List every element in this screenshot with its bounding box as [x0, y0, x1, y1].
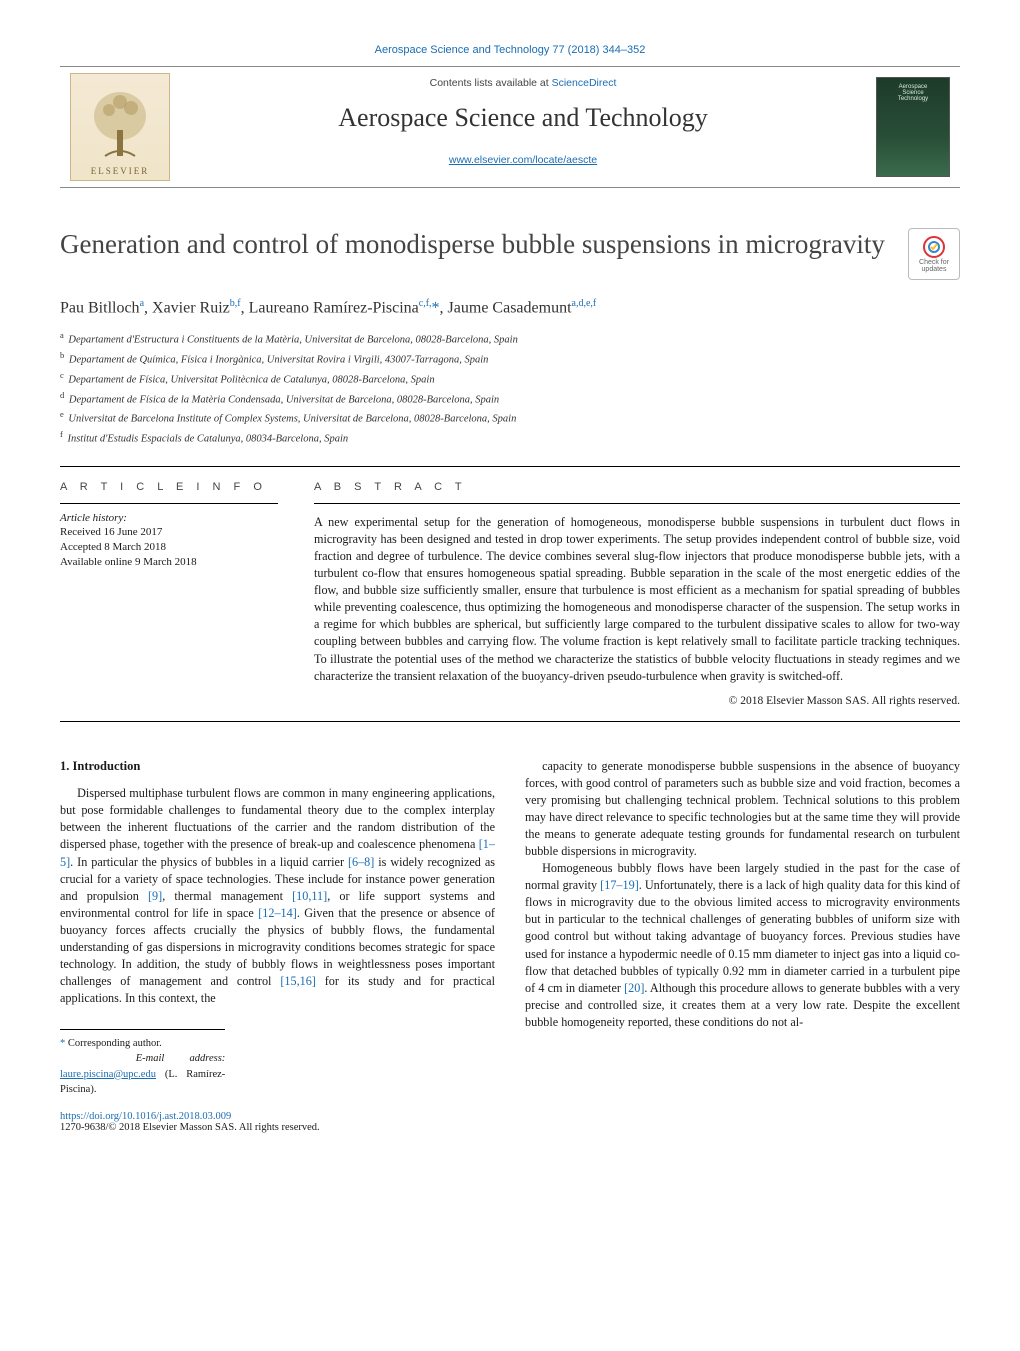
abstract-subrule [314, 503, 960, 504]
masthead-center: Contents lists available at ScienceDirec… [180, 67, 866, 187]
publisher-logo-box: ELSEVIER [60, 67, 180, 187]
affiliation-line: e Universitat de Barcelona Institute of … [60, 408, 960, 428]
corresponding-email-link[interactable]: laure.piscina@upc.edu [60, 1069, 156, 1080]
received-date: Received 16 June 2017 [60, 525, 278, 540]
corresponding-author-note: * Corresponding author. [60, 1036, 225, 1051]
section-heading: 1. Introduction [60, 758, 495, 776]
affiliation-line: b Departament de Química, Física i Inorg… [60, 349, 960, 369]
tree-icon [85, 88, 155, 166]
abstract-text: A new experimental setup for the generat… [314, 514, 960, 685]
contents-available: Contents lists available at ScienceDirec… [190, 77, 856, 89]
rule-above-info [60, 466, 960, 467]
abstract-heading: A B S T R A C T [314, 481, 960, 493]
rule-below-abstract [60, 721, 960, 722]
publisher-label: ELSEVIER [91, 166, 150, 176]
body-paragraph: capacity to generate monodisperse bubble… [525, 758, 960, 860]
journal-homepage-link[interactable]: www.elsevier.com/locate/aescte [449, 154, 597, 166]
doi-link[interactable]: https://doi.org/10.1016/j.ast.2018.03.00… [60, 1111, 231, 1122]
info-subrule [60, 503, 278, 504]
accepted-date: Accepted 8 March 2018 [60, 540, 278, 555]
masthead-right: AerospaceScienceTechnology [866, 67, 960, 187]
right-column: capacity to generate monodisperse bubble… [525, 758, 960, 1097]
crossmark-text1: Check for [919, 259, 949, 266]
body-paragraph: Homogeneous bubbly flows have been large… [525, 860, 960, 1031]
issn-copyright: 1270-9638/© 2018 Elsevier Masson SAS. Al… [60, 1122, 960, 1133]
crossmark-text2: updates [922, 266, 947, 273]
journal-cover-thumb: AerospaceScienceTechnology [876, 77, 950, 177]
article-info-heading: A R T I C L E I N F O [60, 481, 278, 493]
author-list: Pau Bitllocha, Xavier Ruizb,f, Laureano … [60, 298, 960, 317]
section-title: Introduction [73, 759, 141, 773]
citation-header: Aerospace Science and Technology 77 (201… [60, 44, 960, 56]
journal-title: Aerospace Science and Technology [190, 103, 856, 133]
email-label: E-mail address: [136, 1053, 226, 1064]
body-columns: 1. Introduction Dispersed multiphase tur… [60, 758, 960, 1097]
affiliation-line: d Departament de Física de la Matèria Co… [60, 389, 960, 409]
section-number: 1. [60, 759, 69, 773]
history-label: Article history: [60, 512, 278, 524]
article-info-column: A R T I C L E I N F O Article history: R… [60, 481, 278, 707]
contents-prefix: Contents lists available at [430, 77, 552, 89]
footnotes: * Corresponding author. E-mail address: … [60, 1029, 225, 1097]
body-paragraph: Dispersed multiphase turbulent flows are… [60, 785, 495, 1007]
affiliations: a Departament d'Estructura i Constituent… [60, 329, 960, 448]
sciencedirect-link[interactable]: ScienceDirect [552, 77, 617, 89]
online-date: Available online 9 March 2018 [60, 555, 278, 570]
corr-label: Corresponding author. [68, 1038, 162, 1049]
email-line: E-mail address: laure.piscina@upc.edu (L… [60, 1051, 225, 1097]
masthead: ELSEVIER Contents lists available at Sci… [60, 66, 960, 188]
affiliation-line: c Departament de Física, Universitat Pol… [60, 369, 960, 389]
article-title: Generation and control of monodisperse b… [60, 228, 888, 262]
elsevier-logo: ELSEVIER [70, 73, 170, 181]
doi-line: https://doi.org/10.1016/j.ast.2018.03.00… [60, 1111, 960, 1122]
abstract-copyright: © 2018 Elsevier Masson SAS. All rights r… [314, 695, 960, 707]
abstract-column: A B S T R A C T A new experimental setup… [314, 481, 960, 707]
affiliation-line: a Departament d'Estructura i Constituent… [60, 329, 960, 349]
left-column: 1. Introduction Dispersed multiphase tur… [60, 758, 495, 1097]
crossmark-icon [922, 235, 946, 259]
affiliation-line: f Institut d'Estudis Espacials de Catalu… [60, 428, 960, 448]
crossmark-badge[interactable]: Check for updates [908, 228, 960, 280]
